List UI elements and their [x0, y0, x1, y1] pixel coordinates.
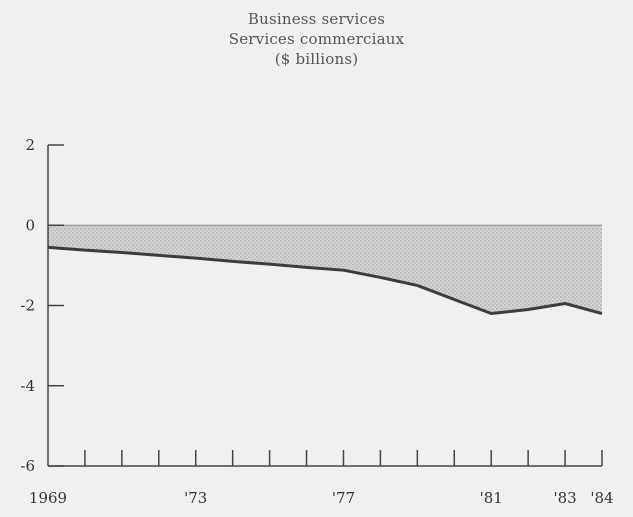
- y-tick-label: 2: [25, 136, 35, 154]
- series-area-fill: [48, 225, 602, 314]
- x-tick-label: '81: [480, 489, 503, 507]
- y-tick-label: -4: [20, 377, 35, 395]
- y-tick-label: -6: [20, 457, 35, 475]
- x-tick-label: '73: [184, 489, 207, 507]
- chart-title-line-2: Services commerciaux: [228, 30, 405, 48]
- y-tick-label: -2: [20, 297, 35, 315]
- x-tick-label: 1969: [29, 489, 67, 507]
- chart-title-line-3: ($ billions): [274, 50, 359, 68]
- chart-title-line-1: Business services: [247, 10, 386, 28]
- x-tick-label: '83: [553, 489, 576, 507]
- x-tick-label: '77: [332, 489, 355, 507]
- series-line: [47, 245, 603, 316]
- x-tick-label: '84: [590, 489, 613, 507]
- y-tick-label: 0: [25, 216, 35, 234]
